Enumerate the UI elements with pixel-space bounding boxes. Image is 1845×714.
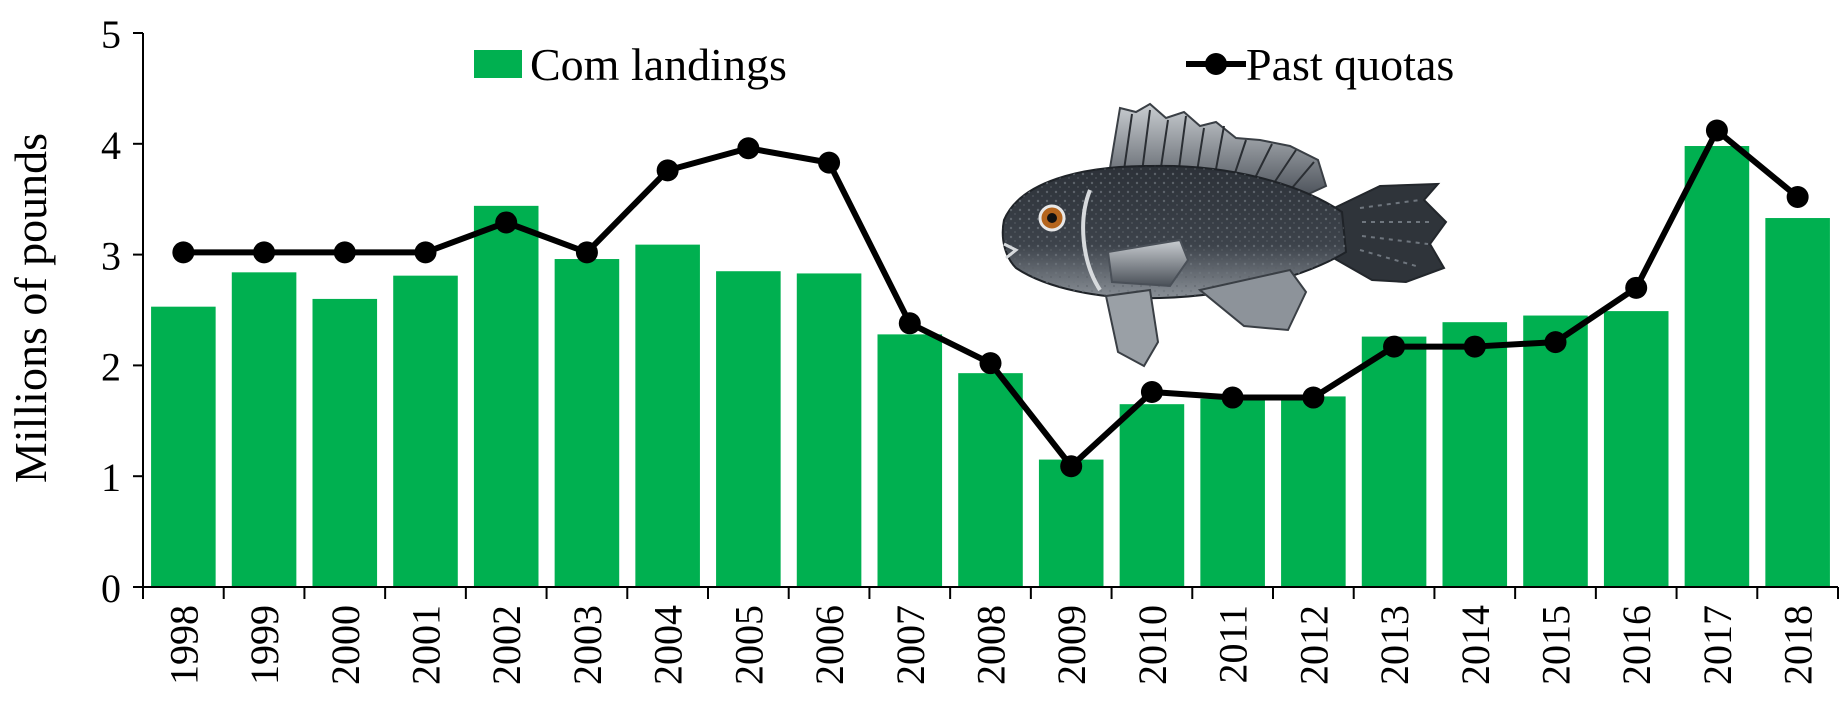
bar xyxy=(1281,396,1346,587)
line-point xyxy=(979,352,1002,375)
legend-label-past-quotas: Past quotas xyxy=(1246,39,1454,90)
y-tick-label: 3 xyxy=(101,234,121,279)
x-tick-label: 2006 xyxy=(807,605,852,685)
bar xyxy=(958,373,1023,587)
y-tick-label: 4 xyxy=(101,123,121,168)
line-series-past-quotas xyxy=(172,119,1809,478)
x-tick-label: 2012 xyxy=(1291,605,1336,685)
bar-series-com-landings xyxy=(151,146,1830,588)
bar xyxy=(716,271,781,587)
line-point xyxy=(1383,335,1406,358)
bar xyxy=(796,273,862,587)
line-point xyxy=(1060,455,1083,478)
x-tick-label: 2000 xyxy=(323,605,368,685)
x-tick-label: 2014 xyxy=(1453,605,1498,685)
bar xyxy=(1200,398,1265,587)
legend-marker-past-quotas xyxy=(1205,53,1227,75)
line-point xyxy=(1544,331,1567,354)
x-tick-label: 2004 xyxy=(646,605,691,685)
line-point xyxy=(172,241,195,264)
bar xyxy=(1442,322,1508,587)
x-tick-label: 2005 xyxy=(726,605,771,685)
line-point xyxy=(1302,386,1325,409)
line-point xyxy=(1786,185,1809,208)
bar xyxy=(473,205,539,587)
line-point xyxy=(414,241,437,264)
y-tick-label: 2 xyxy=(101,344,121,389)
x-tick-label: 2008 xyxy=(969,605,1014,685)
bar xyxy=(1119,404,1185,587)
bar xyxy=(1038,459,1104,587)
bar xyxy=(1361,336,1427,587)
bar xyxy=(393,275,458,587)
line-point xyxy=(253,241,276,264)
line-point xyxy=(1463,335,1486,358)
x-tick-label: 1999 xyxy=(242,605,287,685)
y-tick-label: 0 xyxy=(101,566,121,611)
line-point xyxy=(737,137,760,160)
bar xyxy=(1603,311,1669,587)
bar xyxy=(231,272,297,587)
line-point xyxy=(575,241,598,264)
y-axis: 0 1 2 3 4 5 xyxy=(101,12,144,611)
fish-illustration xyxy=(1001,102,1448,368)
bar xyxy=(312,298,378,587)
x-tick-label: 1998 xyxy=(161,605,206,685)
y-tick-label: 1 xyxy=(101,455,121,500)
bar xyxy=(1765,218,1830,587)
x-tick-label: 2009 xyxy=(1049,605,1094,685)
legend-swatch-com-landings xyxy=(474,50,522,78)
legend: Com landings Past quotas xyxy=(474,39,1454,90)
line-point xyxy=(1625,276,1648,299)
line-point xyxy=(898,312,921,335)
x-axis: 1998 1999 2000 2001 2002 2003 2004 2005 2006 2007… xyxy=(142,586,1839,685)
x-tick-label: 2016 xyxy=(1614,605,1659,685)
bar xyxy=(151,306,216,587)
legend-label-com-landings: Com landings xyxy=(530,39,787,90)
line-point xyxy=(495,211,518,234)
x-tick-label: 2001 xyxy=(404,605,449,685)
line-point xyxy=(656,159,679,182)
x-tick-label: 2015 xyxy=(1534,605,1579,685)
x-tick-label: 2017 xyxy=(1695,605,1740,685)
line-point xyxy=(1705,119,1728,142)
line-point xyxy=(333,241,356,264)
y-axis-label: Millions of pounds xyxy=(5,133,56,483)
line-point xyxy=(818,151,841,174)
y-tick-label: 5 xyxy=(101,12,121,57)
bar xyxy=(554,259,620,587)
x-tick-label: 2018 xyxy=(1776,605,1821,685)
bar xyxy=(1523,315,1588,587)
x-tick-label: 2010 xyxy=(1130,605,1175,685)
x-tick-label: 2003 xyxy=(565,605,610,685)
line-point xyxy=(1221,386,1244,409)
bar xyxy=(1684,146,1750,588)
x-tick-label: 2011 xyxy=(1211,605,1256,684)
line-point xyxy=(1140,380,1163,403)
x-tick-label: 2007 xyxy=(888,605,933,685)
x-tick-label: 2002 xyxy=(484,605,529,685)
bar xyxy=(877,334,943,587)
bar xyxy=(635,244,700,588)
x-tick-label: 2013 xyxy=(1372,605,1417,685)
